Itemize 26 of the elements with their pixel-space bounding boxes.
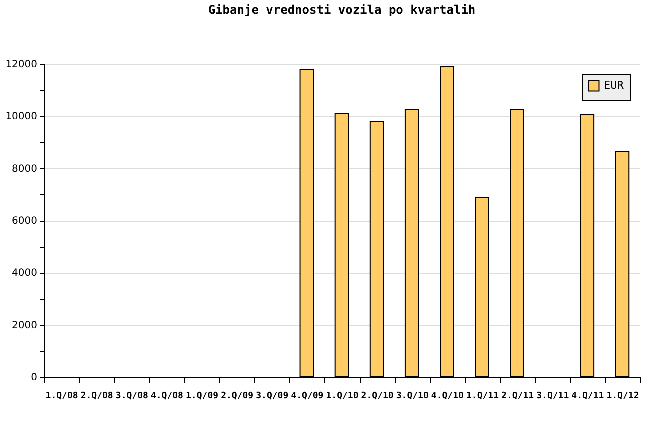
x-tick-label: 2.Q/09 xyxy=(221,392,254,402)
x-tick-label: 2.Q/10 xyxy=(361,392,394,402)
y-tick-label: 4000 xyxy=(12,268,38,280)
y-tick-label: 12000 xyxy=(6,60,38,70)
x-tick-label: 2.Q/08 xyxy=(80,392,114,402)
y-tick-label: 2000 xyxy=(12,320,38,332)
y-tick-label: 10000 xyxy=(6,112,38,123)
x-tick-label: 3.Q/08 xyxy=(116,392,148,402)
x-tick-label: 1.Q/10 xyxy=(326,392,359,402)
x-tick-label: 4.Q/09 xyxy=(291,392,324,402)
x-tick-label: 1.Q/12 xyxy=(606,392,640,402)
y-tick-label: 8000 xyxy=(12,164,38,175)
x-tick-label: 4.Q/08 xyxy=(150,392,184,402)
chart-title: Gibanje vrednosti vozila po kvartalih xyxy=(208,3,476,17)
y-tick-label: 0 xyxy=(31,372,38,384)
x-tick-label: 1.Q/11 xyxy=(466,392,499,402)
x-tick-label: 1.Q/08 xyxy=(46,392,78,402)
x-tick-label: 3.Q/10 xyxy=(396,392,429,402)
x-tick-label: 3.Q/09 xyxy=(256,392,289,402)
x-tick-label: 1.Q/09 xyxy=(186,392,219,402)
x-tick-label: 2.Q/11 xyxy=(502,392,534,402)
x-tick-label: 3.Q/11 xyxy=(536,392,570,402)
y-tick-label: 6000 xyxy=(12,216,38,227)
legend-label: EUR xyxy=(604,79,624,92)
x-tick-label: 4.Q/11 xyxy=(572,392,604,402)
x-tick-label: 4.Q/10 xyxy=(431,392,464,402)
